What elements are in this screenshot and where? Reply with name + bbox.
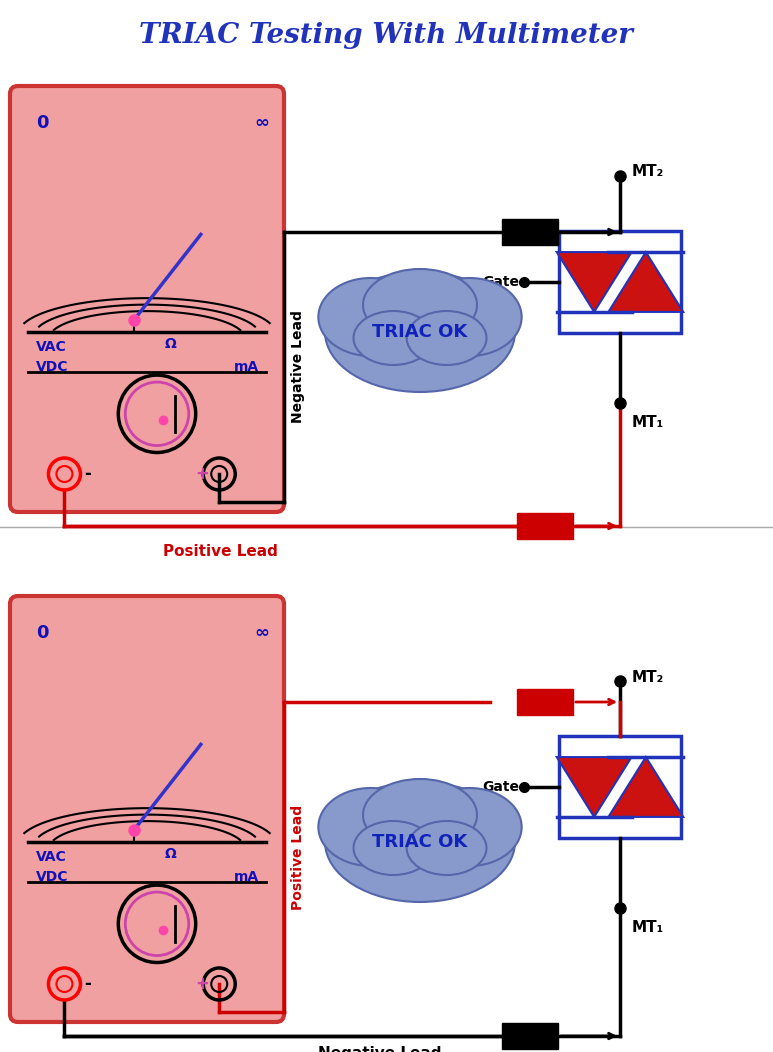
Bar xyxy=(559,231,681,333)
Text: +: + xyxy=(196,975,209,993)
Text: Ω: Ω xyxy=(165,337,177,350)
Ellipse shape xyxy=(417,788,522,866)
Ellipse shape xyxy=(407,311,486,365)
Text: TRIAC OK: TRIAC OK xyxy=(373,323,468,341)
Text: -: - xyxy=(84,465,91,483)
Circle shape xyxy=(125,892,189,955)
Text: VDC: VDC xyxy=(36,360,69,373)
Text: 0: 0 xyxy=(36,624,49,642)
Ellipse shape xyxy=(363,778,477,851)
Text: VAC: VAC xyxy=(36,340,66,353)
Polygon shape xyxy=(608,757,683,817)
Text: Gate: Gate xyxy=(482,275,519,289)
Ellipse shape xyxy=(363,269,477,341)
Text: Ω: Ω xyxy=(165,847,177,861)
Bar xyxy=(502,219,558,245)
Text: MT₂: MT₂ xyxy=(632,669,664,685)
Text: mA: mA xyxy=(234,870,259,884)
Text: mA: mA xyxy=(234,360,259,373)
Polygon shape xyxy=(608,252,683,312)
Text: Positive Lead: Positive Lead xyxy=(291,805,305,910)
Text: Negative Lead: Negative Lead xyxy=(291,310,305,424)
Bar xyxy=(559,736,681,838)
Text: MT₂: MT₂ xyxy=(632,164,664,180)
Ellipse shape xyxy=(318,278,423,356)
Text: 0: 0 xyxy=(36,114,49,132)
Text: TRIAC Testing With Multimeter: TRIAC Testing With Multimeter xyxy=(139,22,633,49)
Circle shape xyxy=(118,376,196,452)
Ellipse shape xyxy=(325,782,515,902)
FancyBboxPatch shape xyxy=(10,86,284,512)
Polygon shape xyxy=(557,252,632,312)
Text: MT₁: MT₁ xyxy=(632,414,664,430)
Text: VAC: VAC xyxy=(36,850,66,864)
Ellipse shape xyxy=(353,311,434,365)
Ellipse shape xyxy=(318,788,423,866)
Polygon shape xyxy=(557,757,632,817)
Text: Negative Lead: Negative Lead xyxy=(318,1046,441,1052)
Bar xyxy=(502,1023,558,1049)
FancyBboxPatch shape xyxy=(10,596,284,1021)
Text: MT₁: MT₁ xyxy=(632,920,664,935)
Text: ∞: ∞ xyxy=(254,624,269,642)
Text: ∞: ∞ xyxy=(254,114,269,132)
Bar xyxy=(517,513,573,539)
Text: TRIAC OK: TRIAC OK xyxy=(373,833,468,851)
Circle shape xyxy=(118,885,196,963)
Text: +: + xyxy=(196,465,209,483)
Ellipse shape xyxy=(417,278,522,356)
Bar xyxy=(517,689,573,715)
Circle shape xyxy=(125,382,189,446)
Ellipse shape xyxy=(325,272,515,392)
Text: -: - xyxy=(84,975,91,993)
Text: Gate: Gate xyxy=(482,780,519,794)
Text: Positive Lead: Positive Lead xyxy=(162,544,278,559)
Text: VDC: VDC xyxy=(36,870,69,884)
Ellipse shape xyxy=(407,821,486,875)
Ellipse shape xyxy=(353,821,434,875)
